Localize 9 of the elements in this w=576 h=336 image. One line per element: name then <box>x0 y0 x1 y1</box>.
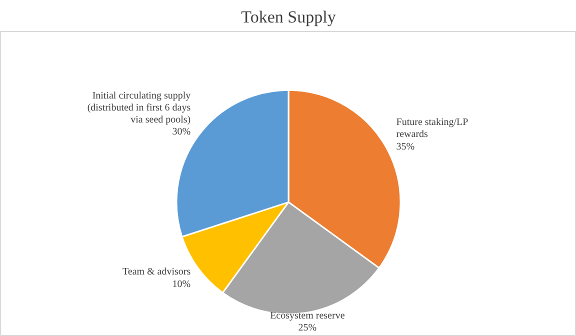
slice-label: Ecosystem reserve <box>270 310 346 322</box>
data-label: 30% <box>172 126 191 138</box>
data-label: 25% <box>298 322 317 334</box>
data-label: 35% <box>396 141 415 152</box>
slice-label: Future staking/LP rewards <box>396 117 469 140</box>
slice-label: Team & advisors <box>122 266 191 278</box>
slice-label: Initial circulating supply (distributed in first 6 days via seed pools) <box>87 90 191 126</box>
data-label: 10% <box>172 278 191 290</box>
chart-title: Token Supply <box>241 8 336 26</box>
